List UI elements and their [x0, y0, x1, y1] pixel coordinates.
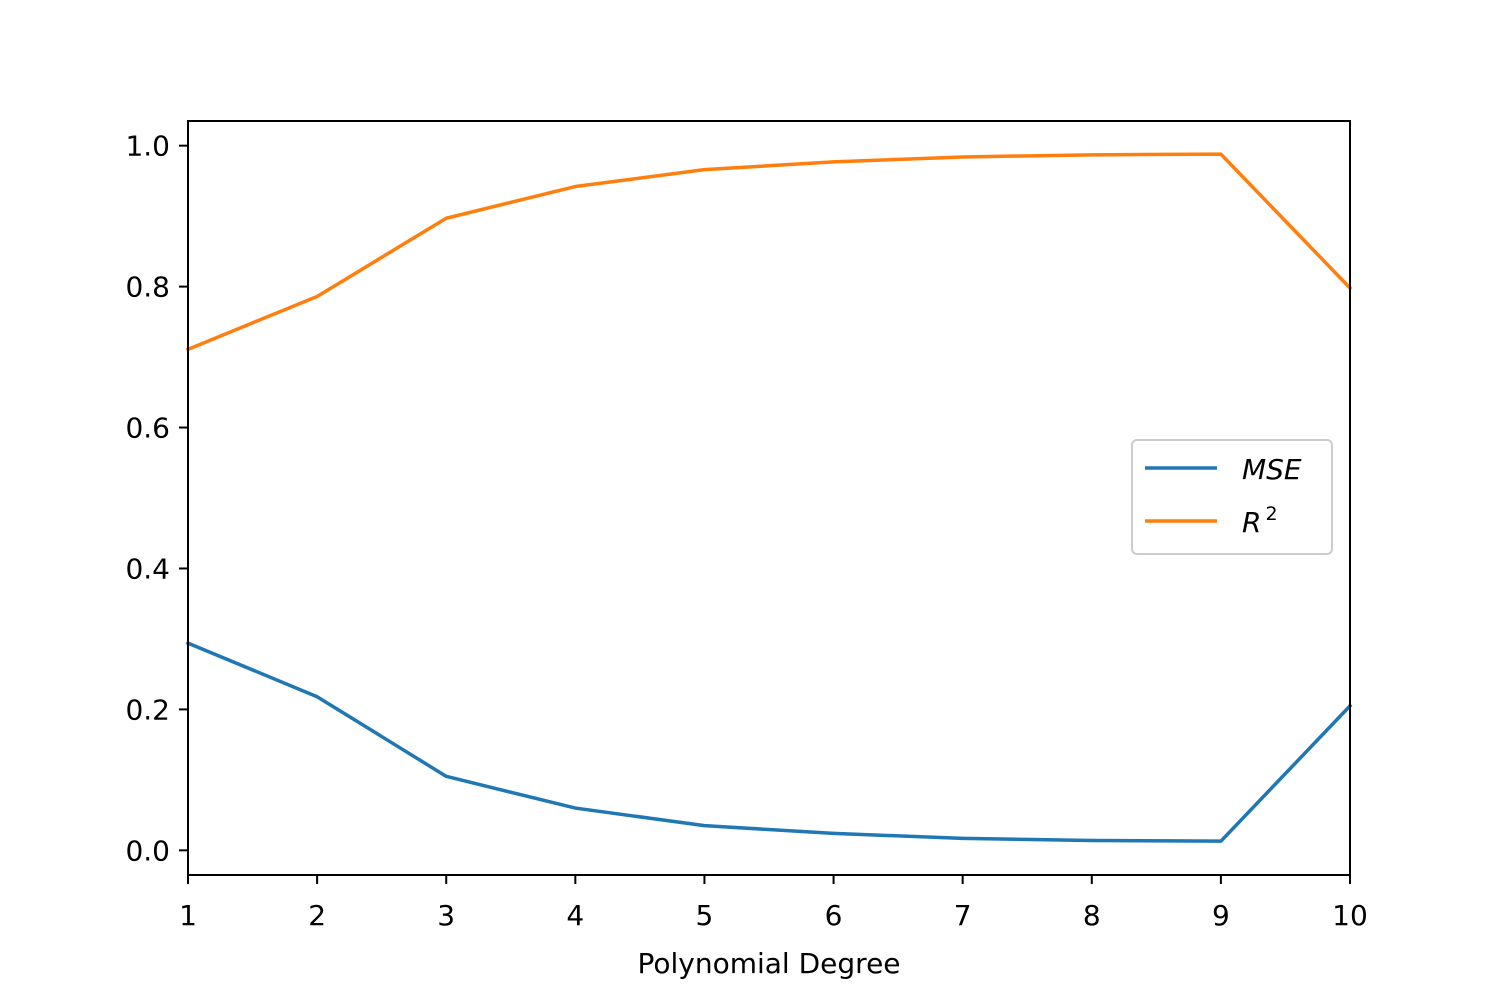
data-point-r2-8 — [1090, 153, 1094, 157]
data-point-r2-2 — [315, 294, 319, 298]
x-tick-label: 2 — [308, 899, 326, 932]
x-tick-label: 4 — [566, 899, 584, 932]
data-point-r2-3 — [444, 216, 448, 220]
y-tick-label: 0.6 — [125, 412, 170, 445]
data-point-r2-6 — [832, 160, 836, 164]
data-point-mse-6 — [832, 831, 836, 835]
y-tick-label: 0.2 — [125, 693, 170, 726]
data-point-mse-5 — [702, 824, 706, 828]
x-tick-label: 8 — [1083, 899, 1101, 932]
plot-frame — [187, 120, 1351, 876]
legend-label-mse: MSE — [1242, 453, 1302, 486]
y-tick-label: 0.4 — [125, 552, 170, 585]
x-tick-label: 9 — [1212, 899, 1230, 932]
x-tick-label: 3 — [437, 899, 455, 932]
data-point-mse-7 — [961, 836, 965, 840]
x-tick-label: 5 — [696, 899, 714, 932]
x-tick-label: 7 — [954, 899, 972, 932]
x-tick-label: 10 — [1332, 899, 1368, 932]
x-axis-ticks: 1 2 3 4 5 6 7 8 9 10 — [179, 875, 1368, 932]
y-tick-label: 1.0 — [125, 130, 170, 163]
legend-label-r2-superscript: 2 — [1265, 503, 1277, 525]
y-tick-label: 0.8 — [125, 271, 170, 304]
data-point-r2-9 — [1219, 152, 1223, 156]
data-point-mse-2 — [315, 695, 319, 699]
data-point-r2-5 — [702, 168, 706, 172]
y-axis-ticks: 0.0 0.2 0.4 0.6 0.8 1.0 — [125, 130, 188, 867]
data-point-mse-8 — [1090, 838, 1094, 842]
x-tick-label: 6 — [825, 899, 843, 932]
data-point-mse-3 — [444, 774, 448, 778]
legend-box — [1131, 439, 1333, 555]
series-line-mse — [185, 640, 1353, 843]
x-axis-title: Polynomial Degree — [637, 947, 900, 980]
y-tick-label: 0.0 — [125, 834, 170, 867]
data-point-mse-4 — [573, 806, 577, 810]
legend-label-r2-base: R — [1242, 506, 1261, 539]
data-point-r2-7 — [961, 155, 965, 159]
data-point-r2-4 — [573, 185, 577, 189]
x-tick-label: 1 — [179, 899, 197, 932]
data-point-mse-9 — [1219, 839, 1223, 843]
series-line-r2 — [185, 152, 1353, 352]
